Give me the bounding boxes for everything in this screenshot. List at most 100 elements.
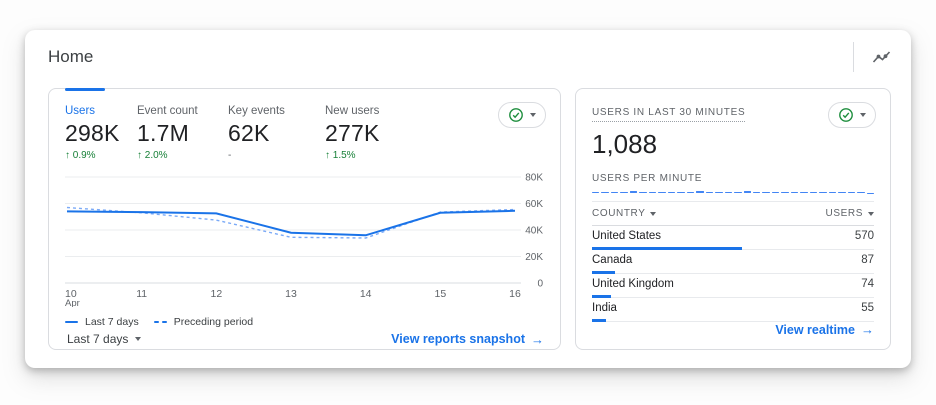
svg-text:80K: 80K — [525, 173, 543, 184]
metric-change-value: 2.0% — [144, 150, 168, 161]
minute-bar — [677, 192, 685, 193]
chevron-down-icon — [135, 337, 142, 341]
date-range-select[interactable]: Last 7 days — [65, 328, 143, 350]
up-arrow-icon: ↑ — [137, 150, 145, 161]
view-realtime-link[interactable]: View realtime → — [775, 322, 874, 337]
overview-card: Users 298K ↑ 0.9% Event count 1.7M ↑ 2.0% Key … — [48, 88, 561, 350]
overview-footer: Last 7 days View reports snapshot → — [65, 328, 544, 350]
minute-bar — [762, 192, 770, 193]
country-users-bar — [592, 319, 607, 322]
metric-change-value: 0.9% — [72, 150, 96, 161]
metric-label: Key events — [228, 105, 285, 117]
minute-bar — [800, 191, 808, 193]
country-row: United States 570 — [592, 226, 874, 250]
metric-change: - — [228, 150, 232, 161]
svg-text:20K: 20K — [525, 252, 543, 263]
country-name: United States — [592, 230, 662, 242]
analytics-home-window: Home Users 298K ↑ 0.9% Event count 1.7M ↑ 2.0… — [25, 30, 911, 368]
chevron-down-icon — [530, 113, 536, 117]
minute-bar — [715, 192, 723, 193]
metric-tab-event-count[interactable]: Event count 1.7M ↑ 2.0% — [137, 105, 228, 161]
minute-bar — [620, 192, 628, 193]
view-reports-snapshot-link[interactable]: View reports snapshot → — [391, 332, 544, 347]
data-quality-button[interactable] — [498, 102, 546, 128]
metrics-row: Users 298K ↑ 0.9% Event count 1.7M ↑ 2.0% Key … — [65, 102, 544, 161]
metric-tab-key-events[interactable]: Key events 62K - — [228, 105, 325, 161]
insights-button[interactable] — [868, 45, 895, 70]
solid-line-swatch — [65, 321, 78, 323]
users-per-minute-chart — [592, 191, 875, 193]
minute-bar — [705, 192, 714, 193]
insights-sparkline-icon — [872, 50, 891, 63]
svg-text:13: 13 — [285, 288, 297, 300]
svg-text:0: 0 — [537, 279, 543, 290]
header-actions — [853, 42, 895, 72]
metric-tab-new-users[interactable]: New users 277K ↑ 1.5% — [325, 105, 380, 161]
country-sort-button[interactable]: COUNTRY — [592, 208, 657, 219]
svg-text:14: 14 — [360, 288, 372, 300]
check-circle-icon — [839, 108, 853, 122]
realtime-link-label: View realtime — [775, 322, 855, 337]
snapshot-link-label: View reports snapshot — [391, 332, 525, 346]
realtime-user-count: 1,088 — [592, 129, 658, 159]
chevron-down-icon — [650, 211, 657, 216]
country-users-bar — [592, 271, 615, 274]
minute-bar — [648, 192, 657, 193]
country-users-bar — [592, 247, 742, 250]
svg-text:11: 11 — [136, 288, 147, 300]
realtime-card: USERS IN LAST 30 MINUTES 1,088 USERS PER… — [575, 88, 891, 350]
minute-bar — [724, 192, 733, 193]
check-circle-icon — [509, 108, 523, 122]
minute-bar — [771, 192, 780, 193]
svg-text:16: 16 — [509, 288, 521, 300]
legend-last-7-days: Last 7 days — [85, 316, 139, 328]
country-users: 87 — [861, 254, 874, 266]
country-name: India — [592, 302, 617, 314]
header-divider — [853, 42, 854, 72]
users-trend-chart: 80K 60K 40K 20K 0 10 Apr 11 12 13 14 15 16 — [65, 169, 544, 312]
country-row: United Kingdom 74 — [592, 274, 874, 298]
minute-bar — [847, 191, 856, 193]
minute-bar — [781, 192, 789, 193]
minute-bar — [809, 192, 818, 193]
minute-bar — [667, 192, 676, 193]
metric-change: ↑ 1.5% — [325, 150, 380, 161]
minute-bar — [658, 192, 666, 193]
chart-legend: Last 7 days Preceding period — [65, 316, 544, 328]
country-row: India 55 — [592, 298, 874, 322]
metric-change: ↑ 0.9% — [65, 150, 137, 161]
minute-bar — [752, 192, 761, 193]
metric-value: 298K — [65, 120, 120, 146]
users-per-minute-label: USERS PER MINUTE — [592, 173, 703, 184]
svg-text:10: 10 — [65, 288, 77, 300]
metric-label: New users — [325, 105, 380, 117]
minute-bar — [629, 191, 638, 193]
realtime-quality-button[interactable] — [828, 102, 876, 128]
country-users-bar — [592, 295, 612, 298]
country-users: 74 — [861, 278, 874, 290]
date-range-label: Last 7 days — [67, 332, 129, 346]
users-tab-indicator — [65, 88, 105, 91]
svg-text:15: 15 — [434, 288, 446, 300]
metric-value: 62K — [228, 120, 270, 146]
minute-bar — [686, 192, 695, 193]
minute-bar — [734, 192, 742, 193]
metric-tab-users[interactable]: Users 298K ↑ 0.9% — [65, 105, 137, 161]
svg-text:60K: 60K — [525, 199, 543, 210]
country-table-body: United States 570 Canada 87 United Kingdom 74… — [592, 226, 874, 322]
cards-row: Users 298K ↑ 0.9% Event count 1.7M ↑ 2.0% Key … — [25, 78, 911, 368]
realtime-title: USERS IN LAST 30 MINUTES — [592, 107, 746, 122]
minute-bar — [828, 192, 837, 193]
users-sort-button[interactable]: USERS — [826, 208, 874, 219]
metric-value: 277K — [325, 120, 380, 146]
metric-change: ↑ 2.0% — [137, 150, 228, 161]
country-users: 570 — [854, 230, 874, 242]
metric-label: Event count — [137, 105, 198, 117]
dashed-line-swatch — [153, 320, 167, 324]
minute-bar — [790, 192, 799, 193]
minute-bar — [857, 192, 865, 193]
metric-label: Users — [65, 105, 96, 117]
svg-text:12: 12 — [210, 288, 222, 300]
legend-preceding-period: Preceding period — [173, 316, 254, 328]
